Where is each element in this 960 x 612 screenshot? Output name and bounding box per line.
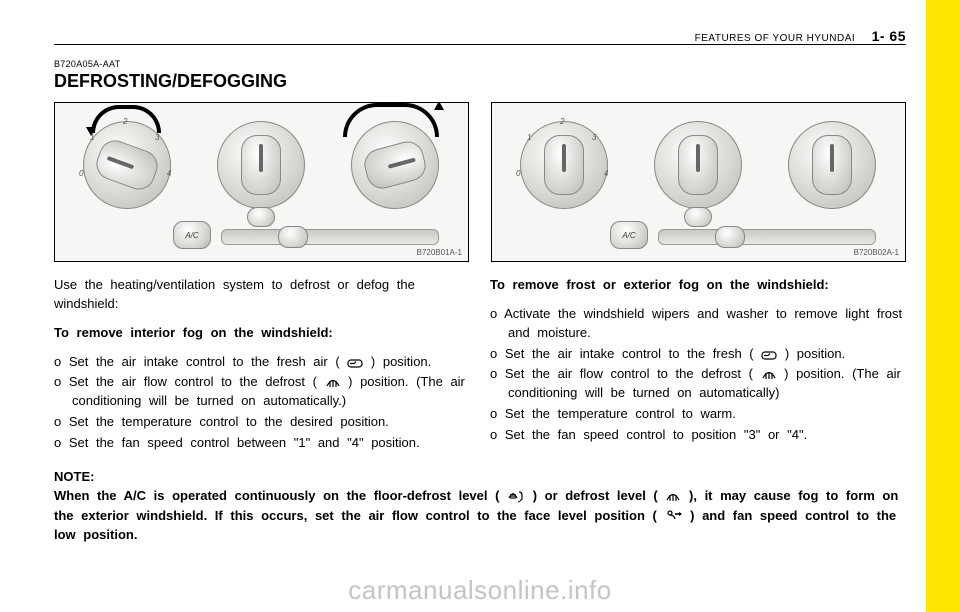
fan-tick-2: 2 bbox=[123, 117, 127, 126]
defrost-icon bbox=[665, 491, 681, 503]
ac-button-icon: A/C bbox=[173, 221, 211, 249]
recirc-button-icon bbox=[684, 207, 712, 227]
slider-knob bbox=[278, 226, 308, 248]
figure-label-left: B720B01A-1 bbox=[417, 248, 462, 257]
note-text-a: When the A/C is operated continuously on… bbox=[54, 488, 499, 503]
fan-tick-1: 1 bbox=[90, 133, 94, 142]
figures-row: 0 1 2 3 4 A/C B720B01A-1 bbox=[54, 102, 906, 262]
li-text: Set the air intake control to the fresh … bbox=[505, 346, 845, 361]
fresh-air-icon bbox=[347, 357, 363, 369]
fan-tick-4: 4 bbox=[604, 169, 608, 178]
list-item: Set the fan speed control between "1" an… bbox=[54, 434, 468, 453]
section-label: FEATURES OF YOUR HYUNDAI bbox=[695, 33, 856, 44]
left-intro: Use the heating/ventilation system to de… bbox=[54, 276, 468, 314]
figure-right: 0 1 2 3 4 A/C B720B02A-1 bbox=[491, 102, 906, 262]
airflow-mode-dial bbox=[788, 121, 876, 209]
page-number: 1- 65 bbox=[872, 28, 906, 44]
temperature-slider bbox=[658, 229, 876, 245]
fan-tick-2: 2 bbox=[560, 117, 564, 126]
list-item: Activate the windshield wipers and washe… bbox=[490, 305, 904, 343]
ac-button-icon: A/C bbox=[610, 221, 648, 249]
temperature-dial bbox=[217, 121, 305, 209]
temperature-dial bbox=[654, 121, 742, 209]
page-header: FEATURES OF YOUR HYUNDAI 1- 65 bbox=[54, 28, 906, 44]
fresh-air-icon bbox=[761, 349, 777, 361]
section-title: DEFROSTING/DEFOGGING bbox=[54, 71, 906, 92]
defrost-icon bbox=[761, 369, 777, 381]
fan-tick-3: 3 bbox=[592, 133, 596, 142]
temperature-slider bbox=[221, 229, 439, 245]
right-column: To remove frost or exterior fog on the w… bbox=[490, 276, 904, 463]
header-rule bbox=[54, 44, 906, 45]
note-body: When the A/C is operated continuously on… bbox=[54, 486, 906, 545]
li-text: Set the air flow control to the defrost … bbox=[505, 366, 901, 400]
note-text-b: ) or defrost level ( bbox=[533, 488, 658, 503]
fan-tick-3: 3 bbox=[155, 133, 159, 142]
watermark: carmanualsonline.info bbox=[0, 575, 960, 606]
right-bullets: Activate the windshield wipers and washe… bbox=[490, 305, 904, 445]
fan-tick-0: 0 bbox=[516, 169, 520, 178]
li-text: Set the air flow control to the defrost … bbox=[69, 374, 465, 408]
floor-defrost-icon bbox=[507, 489, 525, 503]
list-item: Set the temperature control to the desir… bbox=[54, 413, 468, 432]
defrost-icon bbox=[325, 377, 341, 389]
fan-tick-0: 0 bbox=[79, 169, 83, 178]
fan-tick-1: 1 bbox=[527, 133, 531, 142]
list-item: Set the fan speed control to position "3… bbox=[490, 426, 904, 445]
slider-knob bbox=[715, 226, 745, 248]
list-item: Set the air flow control to the defrost … bbox=[490, 365, 904, 403]
left-column: Use the heating/ventilation system to de… bbox=[54, 276, 468, 463]
yellow-side-strip bbox=[926, 0, 960, 612]
note-block: NOTE: When the A/C is operated continuou… bbox=[54, 467, 906, 545]
page-content: FEATURES OF YOUR HYUNDAI 1- 65 B720A05A-… bbox=[54, 28, 906, 545]
note-label: NOTE: bbox=[54, 467, 906, 487]
text-columns: Use the heating/ventilation system to de… bbox=[54, 276, 906, 463]
li-text: Set the air intake control to the fresh … bbox=[69, 354, 431, 369]
figure-left: 0 1 2 3 4 A/C B720B01A-1 bbox=[54, 102, 469, 262]
fan-tick-4: 4 bbox=[167, 169, 171, 178]
recirc-button-icon bbox=[247, 207, 275, 227]
face-icon bbox=[665, 509, 683, 523]
left-bullets: Set the air intake control to the fresh … bbox=[54, 353, 468, 453]
list-item: Set the temperature control to warm. bbox=[490, 405, 904, 424]
list-item: Set the air intake control to the fresh … bbox=[490, 345, 904, 364]
section-code: B720A05A-AAT bbox=[54, 59, 906, 69]
figure-label-right: B720B02A-1 bbox=[854, 248, 899, 257]
right-subhead: To remove frost or exterior fog on the w… bbox=[490, 276, 904, 295]
list-item: Set the air intake control to the fresh … bbox=[54, 353, 468, 372]
airflow-mode-dial bbox=[351, 121, 439, 209]
list-item: Set the air flow control to the defrost … bbox=[54, 373, 468, 411]
left-subhead: To remove interior fog on the windshield… bbox=[54, 324, 468, 343]
